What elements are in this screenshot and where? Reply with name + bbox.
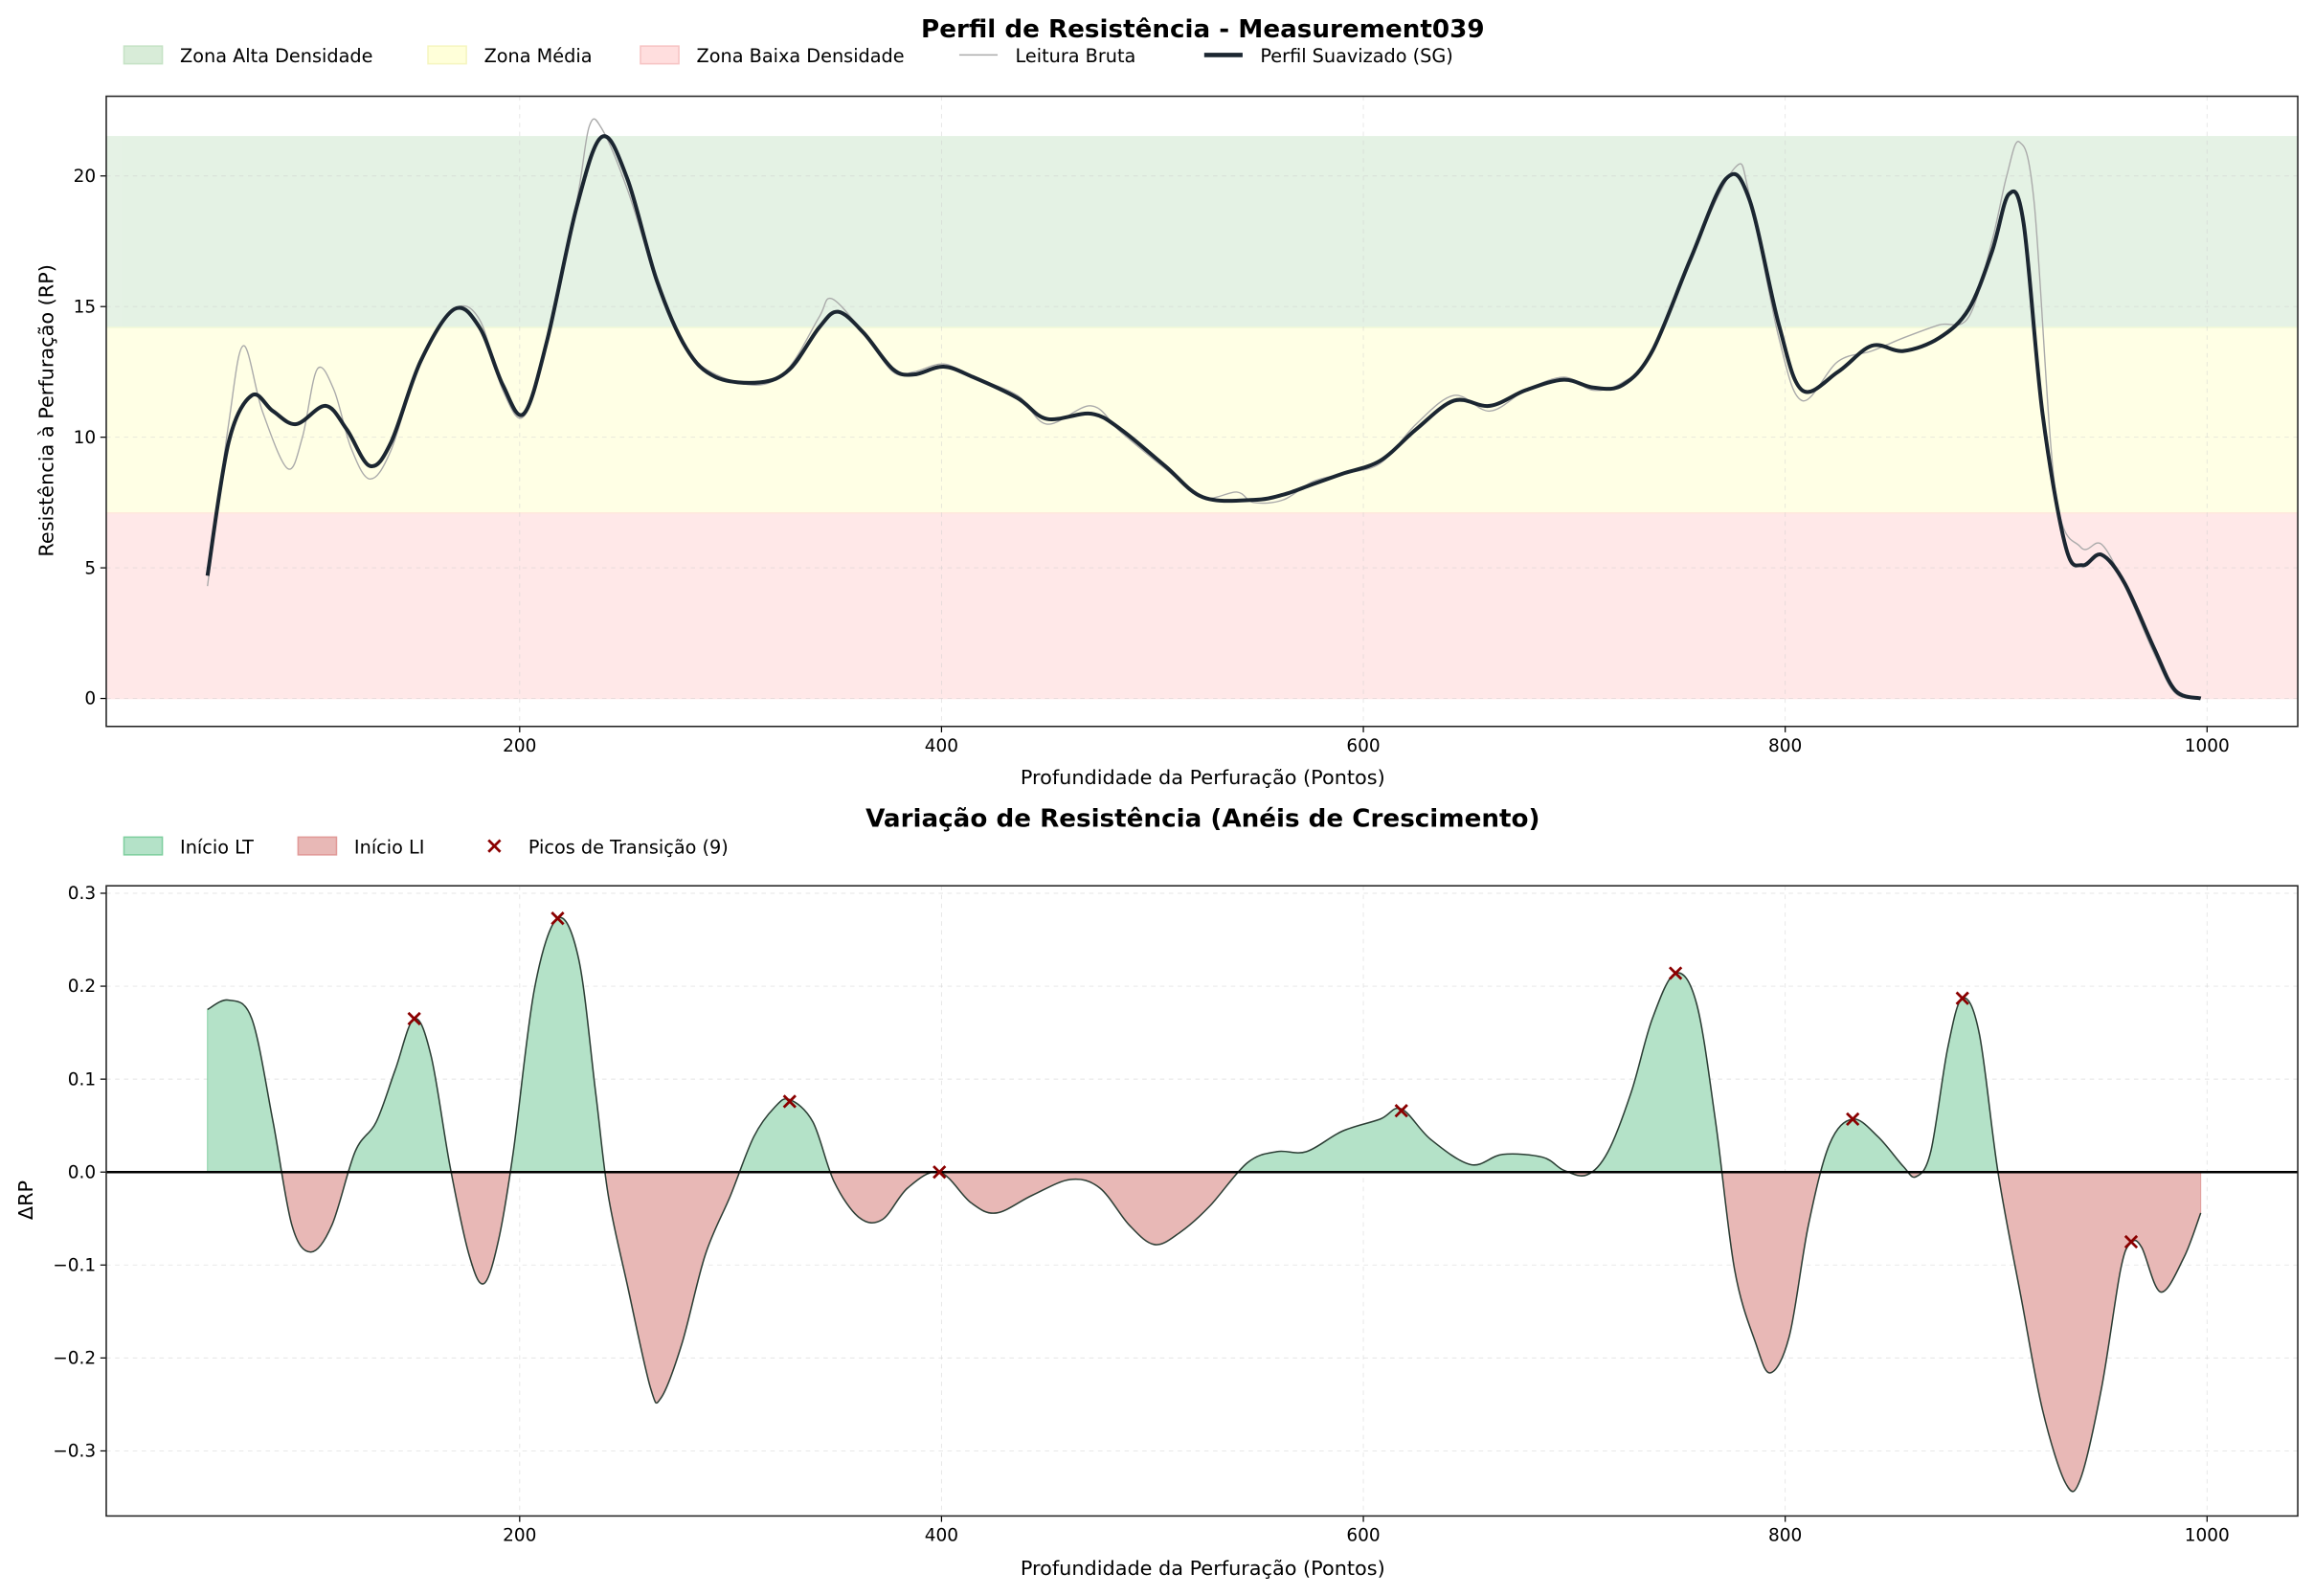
top-plot-area: 200 400 600 800 1000 0 5 10 15 20	[74, 95, 2299, 756]
legend-swatch	[297, 836, 338, 856]
y-tick-label: −0.2	[53, 1349, 96, 1369]
y-tick-label: −0.3	[53, 1442, 96, 1462]
x-tick-label: 600	[1346, 736, 1380, 756]
transition-peak-marker	[2123, 1234, 2139, 1249]
y-tick-label: 0.2	[68, 977, 96, 997]
x-tick-label: 800	[1768, 1526, 1802, 1546]
x-tick-label: 1000	[2185, 736, 2230, 756]
bottom-plot-area: 200 400 600 800 1000 −0.3 −0.2 −0.1 0.0 0.1 0.2 0.3	[53, 884, 2299, 1546]
x-tick-label: 400	[925, 1526, 958, 1546]
top-y-axis-label: Resistência à Perfuração (RP)	[34, 264, 57, 556]
top-legend: Zona Alta Densidade Zona Média Zona Baixa …	[123, 45, 1453, 67]
x-tick-label: 600	[1346, 1526, 1380, 1546]
legend-swatch	[427, 45, 467, 65]
bottom-legend: Início LT Início LI Picos de Transição (9)	[123, 836, 729, 858]
y-tick-label: −0.1	[53, 1255, 96, 1275]
transition-peak-marker	[1394, 1104, 1408, 1118]
legend-label: Leitura Bruta	[1016, 45, 1136, 67]
y-tick-label: 5	[84, 558, 96, 578]
y-tick-label: 0.0	[68, 1162, 96, 1182]
x-tick-label: 800	[1768, 736, 1802, 756]
transition-peak-marker	[932, 1165, 947, 1180]
y-tick-label: 15	[74, 297, 97, 317]
y-tick-label: 0.1	[68, 1069, 96, 1090]
delta-line	[207, 916, 2202, 1493]
x-tick-label: 1000	[2185, 1526, 2230, 1546]
legend-label: Zona Média	[484, 45, 593, 67]
transition-peak-marker	[1668, 966, 1683, 980]
bottom-y-axis-label: ΔRP	[14, 1180, 37, 1220]
legend-label: Início LI	[354, 836, 424, 858]
top-chart-title: Perfil de Resistência - Measurement039	[921, 15, 1485, 44]
x-tick-label: 200	[503, 1526, 536, 1546]
transition-peak-marker	[782, 1094, 797, 1109]
legend-swatch	[123, 45, 164, 65]
y-tick-label: 0	[84, 689, 96, 709]
y-tick-label: 10	[74, 428, 97, 448]
zone-band	[105, 326, 2299, 514]
plot-frame	[105, 885, 2299, 1517]
legend-label: Picos de Transição (9)	[528, 836, 729, 858]
y-tick-label: 0.3	[68, 884, 96, 904]
legend-peak-marker	[487, 839, 502, 853]
transition-peak-marker	[407, 1011, 421, 1026]
x-tick-label: 200	[503, 736, 536, 756]
top-x-axis-label: Profundidade da Perfuração (Pontos)	[1021, 766, 1385, 789]
legend-label: Zona Baixa Densidade	[697, 45, 905, 67]
negative-area-li	[207, 1172, 2202, 1493]
zone-band	[105, 512, 2299, 700]
x-tick-label: 400	[925, 736, 958, 756]
y-tick-label: 20	[74, 167, 97, 187]
transition-peak-marker	[550, 911, 565, 926]
legend-label: Início LT	[180, 836, 254, 858]
plot-frame	[105, 95, 2299, 728]
zone-band	[105, 136, 2299, 328]
zones	[105, 136, 2299, 700]
legend-swatch	[640, 45, 680, 65]
smoothed-profile-line	[205, 134, 2202, 701]
transition-peak-marker	[1955, 991, 1969, 1005]
bottom-chart-title: Variação de Resistência (Anéis de Cresci…	[865, 805, 1539, 834]
transition-peak-marker	[1846, 1112, 1860, 1127]
legend-label: Zona Alta Densidade	[180, 45, 372, 67]
bottom-x-axis-label: Profundidade da Perfuração (Pontos)	[1021, 1557, 1385, 1580]
legend-label: Perfil Suavizado (SG)	[1260, 45, 1452, 67]
legend-swatch	[123, 836, 164, 856]
